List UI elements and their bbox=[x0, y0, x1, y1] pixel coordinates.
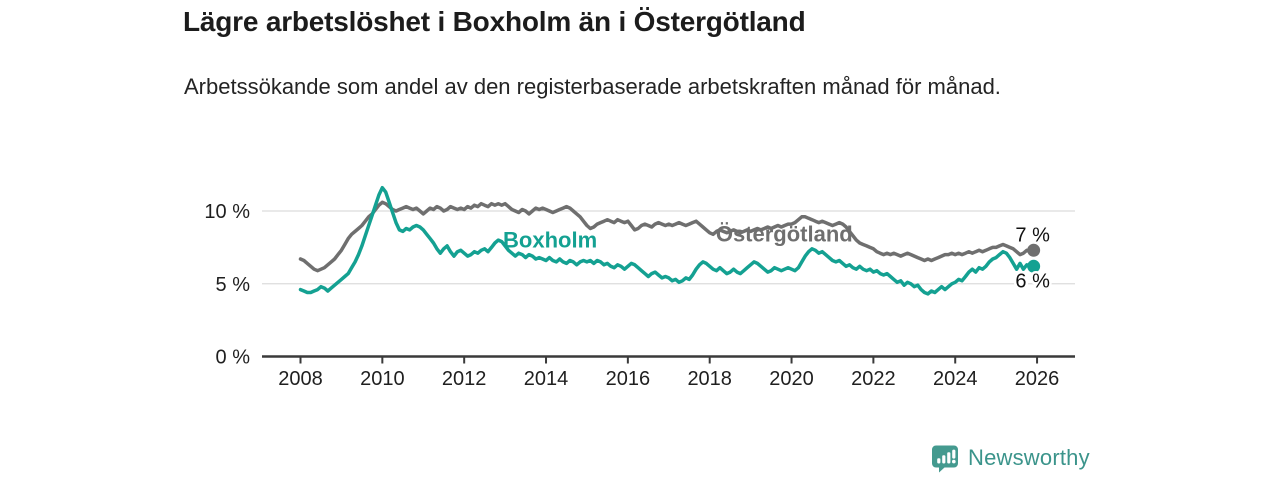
chart-title: Lägre arbetslöshet i Boxholm än i Österg… bbox=[183, 6, 806, 37]
series-end-value-östergötland: 7 % bbox=[1015, 224, 1050, 246]
x-tick-label: 2008 bbox=[278, 368, 323, 390]
series-line-östergötland bbox=[298, 200, 1036, 273]
chart-subtitle: Arbetssökande som andel av den registerb… bbox=[184, 74, 1001, 99]
x-tick-label: 2024 bbox=[933, 368, 978, 390]
x-tick-label: 2010 bbox=[360, 368, 405, 390]
series-end-dot-östergötland bbox=[1027, 243, 1041, 257]
series-line-boxholm bbox=[298, 185, 1036, 296]
x-tick-label: 2014 bbox=[524, 368, 569, 390]
brand-wordmark: Newsworthy bbox=[968, 445, 1090, 470]
series-label-boxholm: Boxholm bbox=[503, 227, 597, 252]
series-end-dot-boxholm bbox=[1027, 259, 1041, 273]
x-tick-label: 2016 bbox=[606, 368, 651, 390]
y-tick-label: 5 % bbox=[216, 274, 251, 296]
x-tick-label: 2012 bbox=[442, 368, 487, 390]
series-label-östergötland: Östergötland bbox=[716, 222, 853, 247]
x-tick-label: 2026 bbox=[1015, 368, 1060, 390]
newsworthy-brand: Newsworthy bbox=[931, 443, 1090, 473]
y-tick-label: 0 % bbox=[216, 347, 251, 369]
x-tick-label: 2022 bbox=[851, 368, 896, 390]
x-tick-label: 2020 bbox=[769, 368, 814, 390]
series-end-value-boxholm: 6 % bbox=[1015, 270, 1050, 292]
bar-chart-speech-bubble-icon bbox=[932, 445, 958, 472]
x-tick-label: 2018 bbox=[687, 368, 732, 390]
y-tick-label: 10 % bbox=[204, 201, 250, 223]
